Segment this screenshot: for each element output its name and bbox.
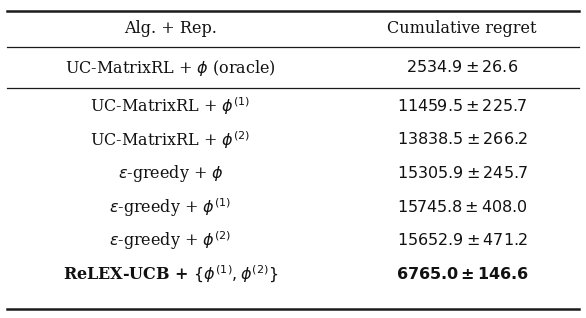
Text: Cumulative regret: Cumulative regret bbox=[387, 20, 537, 37]
Text: Alg. + Rep.: Alg. + Rep. bbox=[124, 20, 217, 37]
Text: $\mathbf{6765.0 \pm 146.6}$: $\mathbf{6765.0 \pm 146.6}$ bbox=[396, 266, 529, 283]
Text: $15745.8 \pm 408.0$: $15745.8 \pm 408.0$ bbox=[397, 199, 527, 216]
Text: $\epsilon$-greedy + $\phi^{(1)}$: $\epsilon$-greedy + $\phi^{(1)}$ bbox=[110, 196, 231, 218]
Text: $\epsilon$-greedy + $\phi^{(2)}$: $\epsilon$-greedy + $\phi^{(2)}$ bbox=[110, 230, 231, 252]
Text: $15652.9 \pm 471.2$: $15652.9 \pm 471.2$ bbox=[397, 232, 527, 249]
Text: $15305.9 \pm 245.7$: $15305.9 \pm 245.7$ bbox=[397, 165, 527, 182]
Text: UC-MatrixRL + $\phi$ (oracle): UC-MatrixRL + $\phi$ (oracle) bbox=[65, 58, 276, 78]
Text: $11459.5 \pm 225.7$: $11459.5 \pm 225.7$ bbox=[397, 98, 527, 114]
Text: UC-MatrixRL + $\phi^{(1)}$: UC-MatrixRL + $\phi^{(1)}$ bbox=[90, 95, 251, 117]
Text: ReLEX-UCB + $\{\phi^{(1)}, \phi^{(2)}\}$: ReLEX-UCB + $\{\phi^{(1)}, \phi^{(2)}\}$ bbox=[63, 264, 278, 285]
Text: UC-MatrixRL + $\phi^{(2)}$: UC-MatrixRL + $\phi^{(2)}$ bbox=[90, 129, 251, 151]
Text: $2534.9 \pm 26.6$: $2534.9 \pm 26.6$ bbox=[406, 59, 518, 76]
Text: $\epsilon$-greedy + $\phi$: $\epsilon$-greedy + $\phi$ bbox=[118, 163, 223, 184]
Text: $13838.5 \pm 266.2$: $13838.5 \pm 266.2$ bbox=[397, 131, 527, 148]
